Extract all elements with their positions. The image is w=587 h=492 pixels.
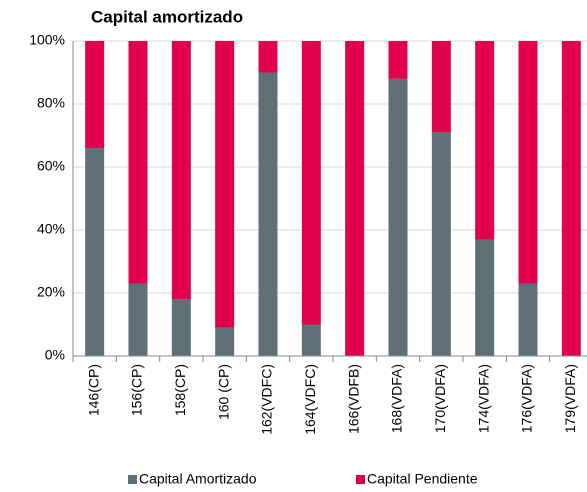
y-tick-label: 40%	[37, 221, 65, 237]
bar-segment	[85, 41, 105, 149]
bar-segment	[561, 41, 581, 356]
chart-title: Capital amortizado	[91, 7, 243, 26]
x-tick-label: 162(VDFC)	[259, 364, 275, 435]
y-tick-label: 80%	[37, 95, 65, 111]
bar-segment	[171, 299, 191, 356]
bar-segment	[301, 324, 321, 356]
x-tick-label: 146(CP)	[85, 364, 101, 416]
legend-swatch	[356, 475, 365, 484]
bar-segment	[388, 41, 408, 79]
bar-segment	[258, 41, 278, 73]
bar-segment	[475, 41, 495, 240]
y-tick-label: 60%	[37, 158, 65, 174]
legend-swatch	[128, 475, 137, 484]
x-tick-label: 156(CP)	[129, 364, 145, 416]
x-tick-label: 160 (CP)	[215, 364, 231, 420]
y-tick-label: 20%	[37, 284, 65, 300]
bar-segment	[475, 239, 495, 356]
bar-segment	[431, 132, 451, 356]
bar-segment	[388, 78, 408, 357]
bar-segment	[128, 283, 148, 356]
y-tick-label: 100%	[29, 32, 65, 48]
bar-segment	[215, 327, 235, 356]
bar-segment	[215, 41, 235, 328]
bar-segment	[518, 283, 538, 356]
x-tick-label: 174(VDFA)	[475, 364, 491, 433]
bar-segment	[85, 148, 105, 356]
bar-segment	[128, 41, 148, 284]
x-tick-label: 170(VDFA)	[432, 364, 448, 433]
x-tick-label: 168(VDFA)	[389, 364, 405, 433]
x-tick-label: 176(VDFA)	[519, 364, 535, 433]
x-tick-label: 164(VDFC)	[302, 364, 318, 435]
x-tick-label: 179(VDFA)	[562, 364, 578, 433]
bar-segment	[345, 41, 365, 356]
bar-segment	[518, 41, 538, 284]
bar-segment	[258, 72, 278, 356]
legend-label: Capital Amortizado	[139, 471, 257, 487]
bar-segment	[171, 41, 191, 300]
x-tick-label: 166(VDFB)	[345, 364, 361, 434]
y-tick-label: 0%	[45, 347, 65, 363]
x-tick-label: 158(CP)	[172, 364, 188, 416]
bar-segment	[301, 41, 321, 325]
legend-label: Capital Pendiente	[367, 471, 478, 487]
bar-segment	[431, 41, 451, 133]
